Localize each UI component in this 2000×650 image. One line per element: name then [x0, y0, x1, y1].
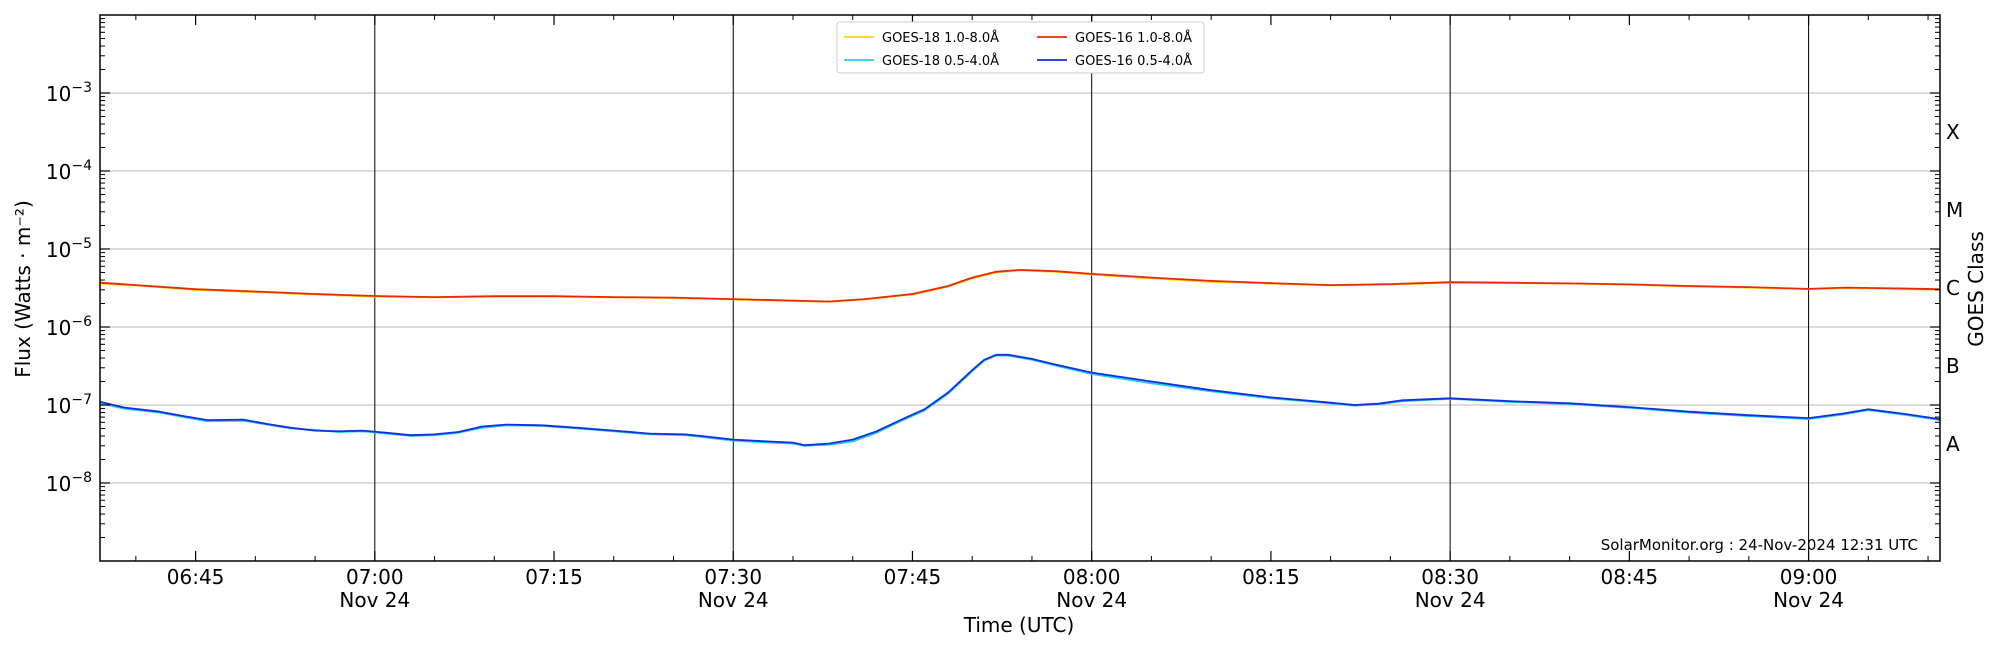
x-tick-date-label: Nov 24: [698, 588, 769, 612]
x-tick-label: 08:45: [1601, 565, 1659, 589]
legend-entry-label: GOES-18 1.0-8.0Å: [882, 30, 999, 46]
x-axis-title: Time (UTC): [963, 613, 1075, 637]
legend-entry-label: GOES-18 0.5-4.0Å: [882, 53, 999, 69]
series-layer: [99, 268, 1941, 447]
x-tick-label: 07:45: [884, 565, 942, 589]
y-tick-label: 10−6: [46, 314, 92, 340]
x-tick-label: 06:45: [167, 565, 225, 589]
y-tick-label: 10−8: [46, 470, 92, 496]
x-tick-date-label: Nov 24: [339, 588, 410, 612]
x-tick-label: 08:15: [1242, 565, 1300, 589]
x-tick-date-label: Nov 24: [1056, 588, 1127, 612]
x-tick-label: 08:00: [1063, 565, 1121, 589]
series-line-3: [99, 353, 1941, 447]
y-tick-label: 10−4: [46, 158, 92, 184]
legend-entry-label: GOES-16 1.0-8.0Å: [1075, 30, 1192, 46]
x-tick-date-label: Nov 24: [1415, 588, 1486, 612]
legend: GOES-18 1.0-8.0Å GOES-18 0.5-4.0Å GOES-16 …: [836, 21, 1205, 74]
x-tick-label: 07:00: [346, 565, 404, 589]
y-tick-label: 10−3: [46, 80, 92, 106]
x-tick-label: 07:15: [525, 565, 583, 589]
x-tick-label: 08:30: [1421, 565, 1479, 589]
y-tick-labels: 10−8 10−7 10−6 10−5 10−4 10−3: [46, 80, 92, 496]
x-tick-label: 07:30: [704, 565, 762, 589]
grid-layer: [100, 92, 1940, 484]
x-tick-date-label: Nov 24: [1773, 588, 1844, 612]
y-axis-title: Flux (Watts · m⁻²): [11, 200, 35, 378]
legend-entry-label: GOES-16 0.5-4.0Å: [1075, 53, 1192, 69]
x-tick-label: 09:00: [1780, 565, 1838, 589]
legend-box: [836, 21, 1205, 74]
credit-label: SolarMonitor.org : 24-Nov-2024 12:31 UTC: [1601, 536, 1918, 554]
tick-layer: [100, 15, 1940, 561]
y-tick-label: 10−5: [46, 236, 92, 262]
goes-class-c: C: [1946, 276, 1960, 300]
series-line-1: [99, 268, 1941, 303]
goes-class-a: A: [1946, 432, 1960, 456]
goes-class-axis-title: GOES Class: [1964, 231, 1988, 347]
goes-class-x: X: [1946, 120, 1960, 144]
y-tick-label: 10−7: [46, 392, 92, 418]
goes-class-labels: A B C M X: [1946, 120, 1963, 456]
plot-frame: [99, 14, 1941, 562]
goes-class-b: B: [1946, 354, 1960, 378]
goes-class-m: M: [1946, 198, 1963, 222]
